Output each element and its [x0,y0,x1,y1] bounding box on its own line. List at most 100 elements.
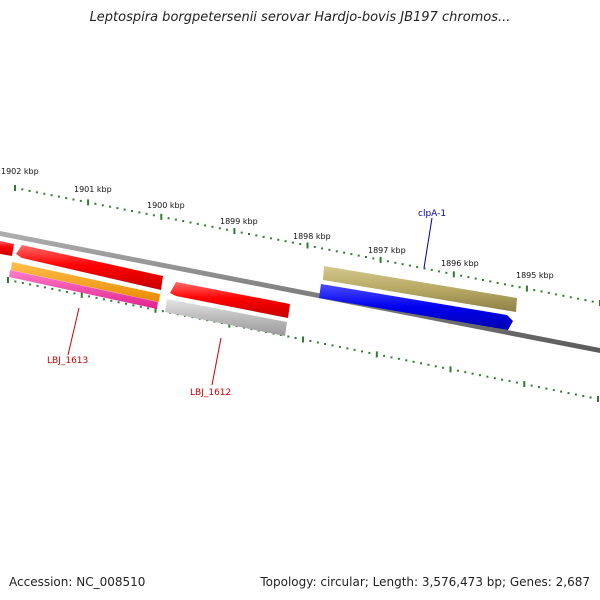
minor-tick [533,289,536,292]
gene-arrow-red-1[interactable] [16,245,163,290]
ruler-label-1896: 1896 kbp [441,259,479,268]
minor-tick [240,231,243,234]
minor-tick [262,235,265,238]
minor-tick [346,347,349,350]
gene-arrow-red-left-edge[interactable] [0,240,14,256]
minor-tick [493,377,496,380]
minor-tick [313,245,316,248]
ruler-label-1899: 1899 kbp [220,217,258,226]
ruler-label-1902: 1902 kbp [1,167,39,176]
minor-tick [287,335,290,338]
minor-tick [434,365,437,368]
genome-summary-text: Topology: circular; Length: 3,576,473 bp… [260,575,590,589]
minor-tick [560,390,563,393]
minor-tick [582,395,585,397]
gene-box-orange[interactable] [11,262,160,302]
minor-tick [467,276,470,279]
minor-tick [58,289,61,292]
minor-tick [43,286,46,289]
minor-tick [405,359,408,362]
minor-tick [218,227,221,230]
minor-tick [88,295,91,298]
minor-tick [277,238,280,241]
minor-tick [496,281,499,284]
minor-tick [368,351,371,354]
gene-label-clpA-1[interactable]: clpA-1 [418,209,446,219]
minor-tick [574,393,577,396]
outer-tick-ruler [14,185,600,306]
minor-tick [423,267,426,270]
minor-tick [125,302,127,305]
minor-tick [511,284,514,287]
minor-tick [464,371,467,374]
minor-tick [28,189,31,192]
minor-tick [501,378,504,381]
ruler-label-1898: 1898 kbp [293,232,331,241]
major-tick [525,285,528,292]
minor-tick [248,233,250,235]
minor-tick [390,356,393,359]
minor-tick [123,208,126,211]
minor-tick [328,248,331,251]
minor-tick [530,384,533,387]
major-tick [87,199,90,206]
minor-tick [547,291,550,294]
minor-tick [489,280,492,283]
minor-tick [101,204,104,207]
gene-box-LBJ_1613[interactable] [9,270,158,309]
ruler-labels: 1902 kbp 1901 kbp 1900 kbp 1899 kbp 1898… [1,167,554,280]
minor-tick [110,299,113,302]
gene-box-LBJ_1612[interactable] [165,299,287,336]
minor-tick [95,296,98,299]
minor-tick [161,310,164,313]
major-tick [449,366,452,373]
minor-tick [591,300,594,303]
minor-tick [427,363,430,366]
minor-tick [94,202,97,205]
minor-tick [316,341,319,344]
minor-tick [416,266,419,269]
minor-tick [204,224,207,227]
gene-arrow-blue[interactable] [319,284,513,330]
minor-tick [343,251,346,254]
gene-label-LBJ_1612[interactable]: LBJ_1612 [190,388,231,398]
minor-tick [562,294,565,297]
minor-tick [102,298,105,301]
minor-tick [545,387,548,390]
major-tick [80,291,83,298]
minor-tick [460,274,463,277]
minor-tick [350,253,353,256]
gene-arrow-red-2[interactable] [170,282,290,318]
minor-tick [182,220,185,223]
minor-tick [569,296,572,299]
minor-tick [540,290,543,293]
minor-tick [145,212,148,215]
chromosome-backbone [0,230,600,354]
minor-tick [138,211,141,214]
minor-tick [65,197,68,200]
major-tick [452,271,455,278]
minor-tick [430,268,433,271]
minor-tick [397,357,400,360]
minor-tick [412,360,415,363]
minor-tick [538,386,540,389]
minor-tick [152,214,155,217]
minor-tick [291,241,294,244]
ruler-label-1901: 1901 kbp [74,185,112,194]
ruler-label-1900: 1900 kbp [147,201,185,210]
minor-tick [196,222,199,225]
minor-tick [584,299,587,302]
leader-line-LBJ_1613 [67,307,80,356]
gene-label-LBJ_1613[interactable]: LBJ_1613 [47,356,88,366]
major-tick [14,185,16,191]
major-tick [302,336,304,343]
gene-box-clpA-1[interactable] [323,266,517,312]
minor-tick [294,337,297,339]
minor-tick [442,366,445,369]
minor-tick [36,284,39,287]
leader-line-clpA-1 [423,217,433,269]
ruler-label-1897: 1897 kbp [368,246,406,255]
minor-tick [50,194,53,197]
minor-tick [331,344,334,347]
